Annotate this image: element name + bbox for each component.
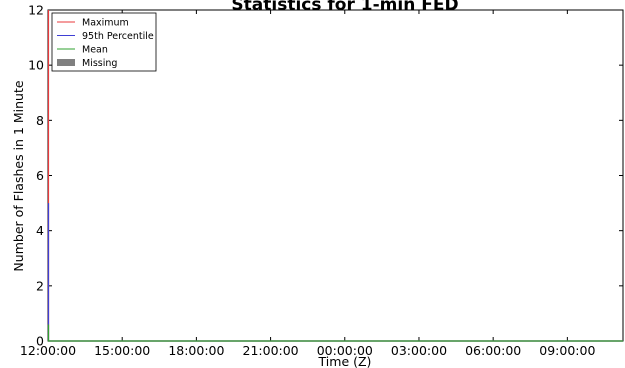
x-axis-label: Time (Z) (318, 354, 372, 368)
legend: Maximum 95th Percentile Mean Missing (51, 12, 157, 72)
y-tick-label: 10 (28, 58, 44, 73)
axis-ticks: 0 2 4 6 8 10 12 12:00:00 15:00:00 18:00:00 21:00:0… (20, 3, 623, 358)
legend-swatch-missing (57, 59, 75, 66)
legend-label-95th-percentile: 95th Percentile (82, 31, 154, 42)
x-tick-label: 21:00:00 (243, 343, 299, 358)
x-tick-label: 00:00:00 (317, 343, 373, 358)
legend-label-maximum: Maximum (82, 18, 129, 29)
y-tick-label: 4 (36, 223, 44, 238)
y-tick-label: 8 (36, 113, 44, 128)
y-tick-label: 6 (36, 168, 44, 183)
x-tick-label: 12:00:00 (20, 343, 76, 358)
x-tick-label: 15:00:00 (94, 343, 150, 358)
x-tick-label: 09:00:00 (539, 343, 595, 358)
legend-label-mean: Mean (82, 45, 108, 56)
x-tick-label: 06:00:00 (465, 343, 521, 358)
series-group (47, 10, 623, 342)
x-tick-label: 18:00:00 (168, 343, 224, 358)
y-tick-label: 12 (28, 3, 44, 18)
y-axis-label: Number of Flashes in 1 Minute (11, 80, 26, 271)
legend-label-missing: Missing (82, 58, 117, 69)
x-tick-label: 03:00:00 (391, 343, 447, 358)
series-line-mean (47, 324, 623, 342)
y-tick-label: 2 (36, 278, 44, 293)
y-tick-label: 0 (36, 334, 44, 349)
